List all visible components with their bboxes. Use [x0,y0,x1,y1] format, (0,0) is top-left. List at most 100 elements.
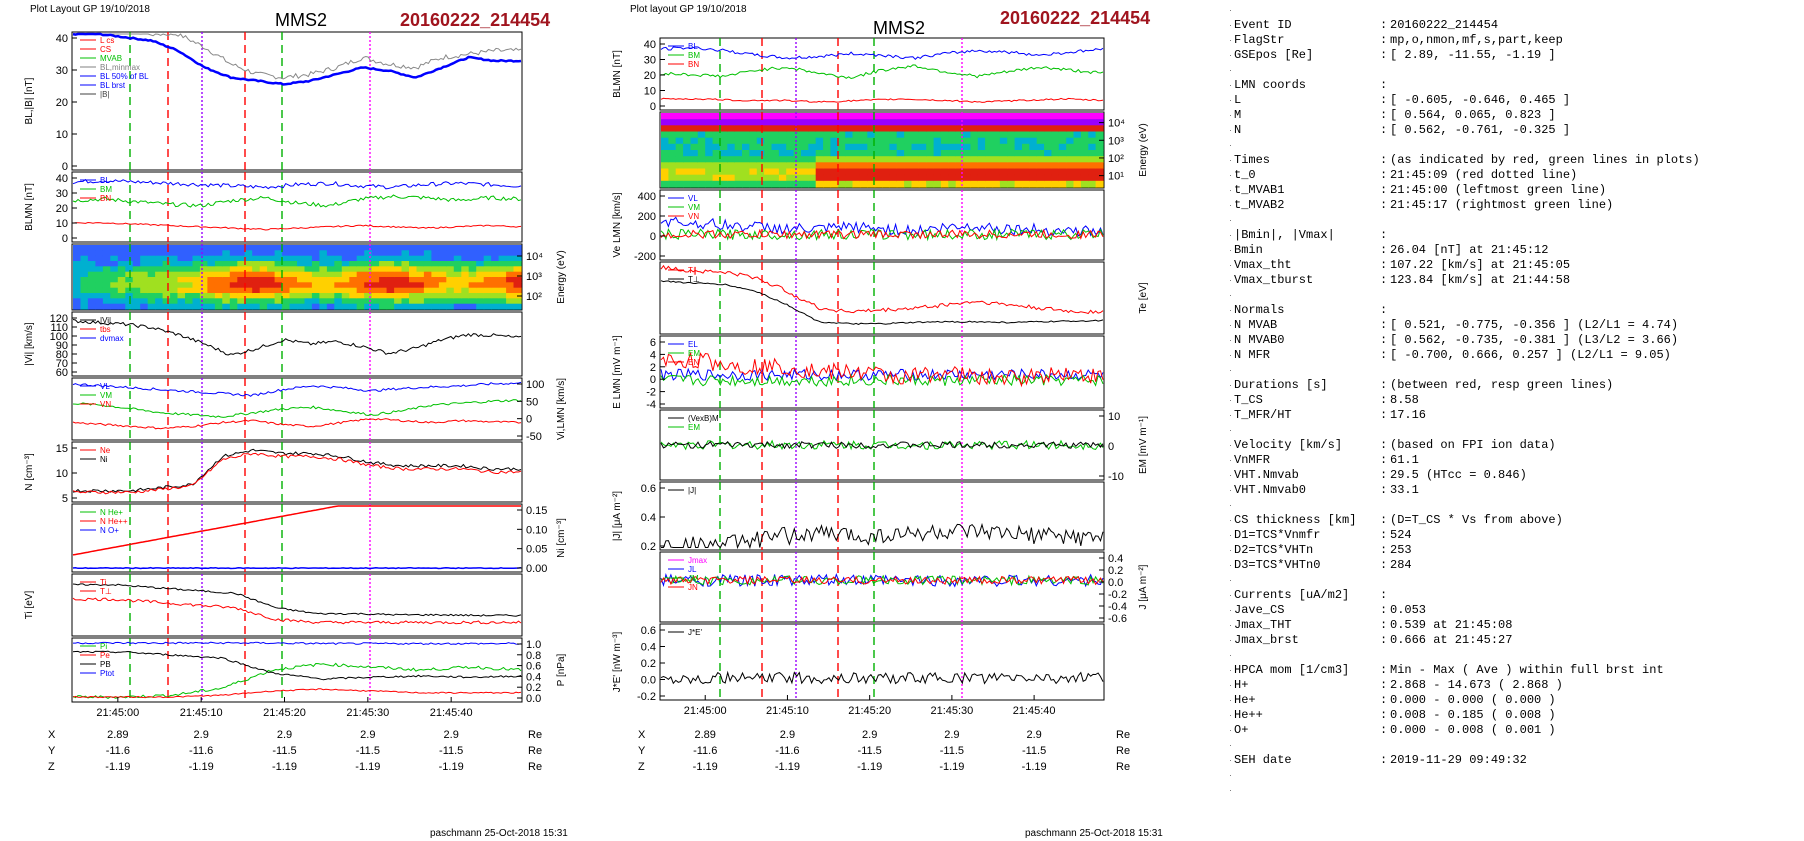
spectrogram-cell [312,293,320,299]
series-line [661,673,1103,684]
spectrogram-cell [312,261,320,267]
spectrogram-cell [95,293,103,299]
series-line [73,419,521,429]
summary-value: (between red, resp green lines) [1390,378,1613,392]
spectrogram-cell [148,277,156,283]
spectrogram-cell [919,169,927,176]
spectrogram-cell [461,288,469,294]
spectrogram-cell [1066,175,1074,182]
spectrogram-cell [904,113,912,120]
spectrogram-cell [970,175,978,182]
summary-value: 2.868 - 14.673 ( 2.868 ) [1390,678,1563,692]
spectrogram-cell [417,288,425,294]
summary-value: 33.1 [1390,483,1419,497]
spectrogram-cell [73,250,81,256]
spectrogram-cell [816,144,824,151]
spectrogram-cell [334,298,342,304]
spectrogram-cell [140,293,148,299]
spectrogram-cell [735,125,743,132]
series-line [73,400,521,418]
spectrogram-cell [1029,175,1037,182]
spectrogram-cell [948,125,956,132]
spectrogram-cell [267,288,275,294]
spectrogram-cell [424,266,432,272]
spectrogram-cell [948,169,956,176]
spectrogram-cell [691,150,699,157]
series-line [73,568,521,569]
spectrogram-cell [705,119,713,126]
spectrogram-cell [727,175,735,182]
spectrogram-cell [506,293,514,299]
spectrogram-cell [993,113,1001,120]
spectrogram-cell [387,288,395,294]
spectrogram-cell [764,113,772,120]
spectrogram-cell [970,132,978,139]
summary-key: Velocity [km/s] [1234,438,1342,452]
spectrogram-cell [1015,175,1023,182]
y-tick-label: 30 [56,188,68,200]
spectrogram-cell [838,181,846,188]
spectrogram-cell [133,272,141,278]
summary-key: VnMFR [1234,453,1270,467]
y-tick-label: 6 [650,337,656,349]
spectrogram-cell [252,250,260,256]
spectrogram-cell [230,250,238,256]
spectrogram-cell [379,288,387,294]
spectrogram-cell [897,156,905,163]
summary-key: N MFR [1234,348,1270,362]
spectrogram-cell [926,132,934,139]
spectrogram-cell [103,304,111,310]
spectrogram-cell [742,138,750,145]
spectrogram-cell [749,175,757,182]
spectrogram-cell [727,169,735,176]
spectrogram-cell [661,175,669,182]
spectrogram-cell [1088,156,1096,163]
spectrogram-cell [786,113,794,120]
spectrogram-cell [661,169,669,176]
spectrogram-cell [1044,138,1052,145]
summary-key: Durations [s] [1234,378,1328,392]
spectrogram-cell [772,169,780,176]
spectrogram-cell [342,304,350,310]
spectrogram-cell [319,245,327,251]
spectrogram-cell [830,144,838,151]
spectrogram-cell [439,272,447,278]
spectrogram-cell [948,144,956,151]
spectrogram-cell [290,282,298,288]
spectrogram-cell [720,162,728,169]
spectrogram-cell [88,298,96,304]
series-line [73,320,521,356]
spectrogram-cell [163,298,171,304]
spectrogram-cell [207,298,215,304]
y-tick-label: 30 [56,65,68,77]
spectrogram-cell [1007,162,1015,169]
y-tick-label: 0.6 [641,625,656,637]
spectrogram-cell [904,138,912,145]
y-tick-label: 0.0 [641,675,656,687]
spectrogram-cell [978,119,986,126]
spectrogram-cell [439,293,447,299]
spectrogram-cell [357,256,365,262]
spectrogram-cell [698,138,706,145]
spectrogram-cell [698,169,706,176]
spectrogram-cell [794,150,802,157]
spectrogram-cell [853,132,861,139]
spectrogram-cell [417,261,425,267]
y-tick-label: 40 [56,33,68,45]
spectrogram-cell [823,144,831,151]
spectrogram-cell [417,266,425,272]
spectrogram-cell [215,298,223,304]
spectrogram-cell [668,132,676,139]
summary-value: 524 [1390,528,1412,542]
spectrogram-cell [845,132,853,139]
legend-entry: VL [100,382,110,391]
spectrogram-cell [853,144,861,151]
spectrogram-cell [1088,150,1096,157]
spectrogram-cell [110,250,118,256]
spectrogram-cell [118,293,126,299]
spectrogram-cell [904,175,912,182]
position-label: Y [48,745,56,757]
spectrogram-cell [237,250,245,256]
y-tick-label: 10 [644,86,656,98]
legend-entry: |Vi| [100,316,111,325]
